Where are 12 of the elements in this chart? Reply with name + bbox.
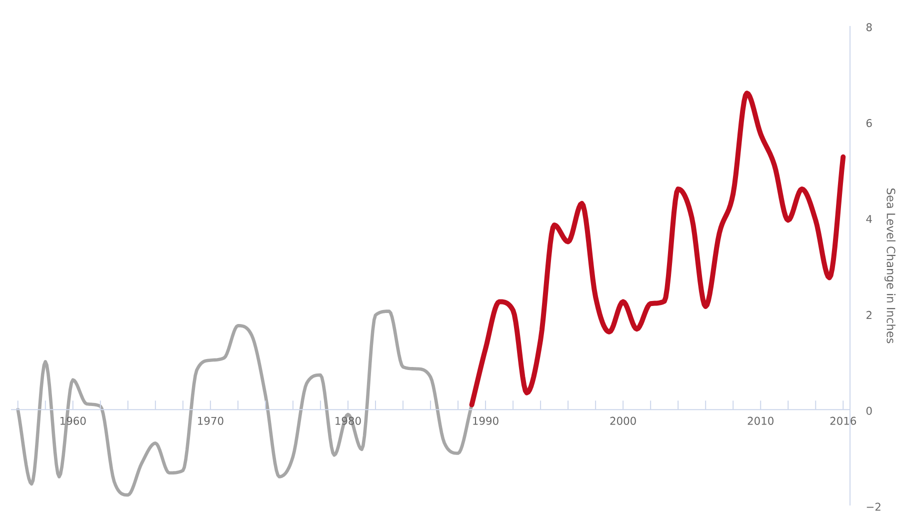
y-tick-label: 6: [866, 119, 872, 128]
y-tick-label: 8: [866, 23, 872, 32]
x-tick-label: 2016: [830, 416, 856, 425]
y-tick-label: 4: [866, 215, 872, 223]
y-tick-label: −2: [866, 502, 880, 511]
y-axis-title: Sea Level Change in Inches: [884, 188, 896, 344]
y-tick-label: 0: [866, 406, 872, 415]
x-tick-label: 1970: [198, 416, 224, 425]
x-tick-label: 1990: [473, 416, 498, 425]
y-tick-label: 2: [866, 310, 872, 319]
x-tick-label: 2010: [748, 416, 774, 425]
x-tick-label: 2000: [610, 416, 636, 425]
